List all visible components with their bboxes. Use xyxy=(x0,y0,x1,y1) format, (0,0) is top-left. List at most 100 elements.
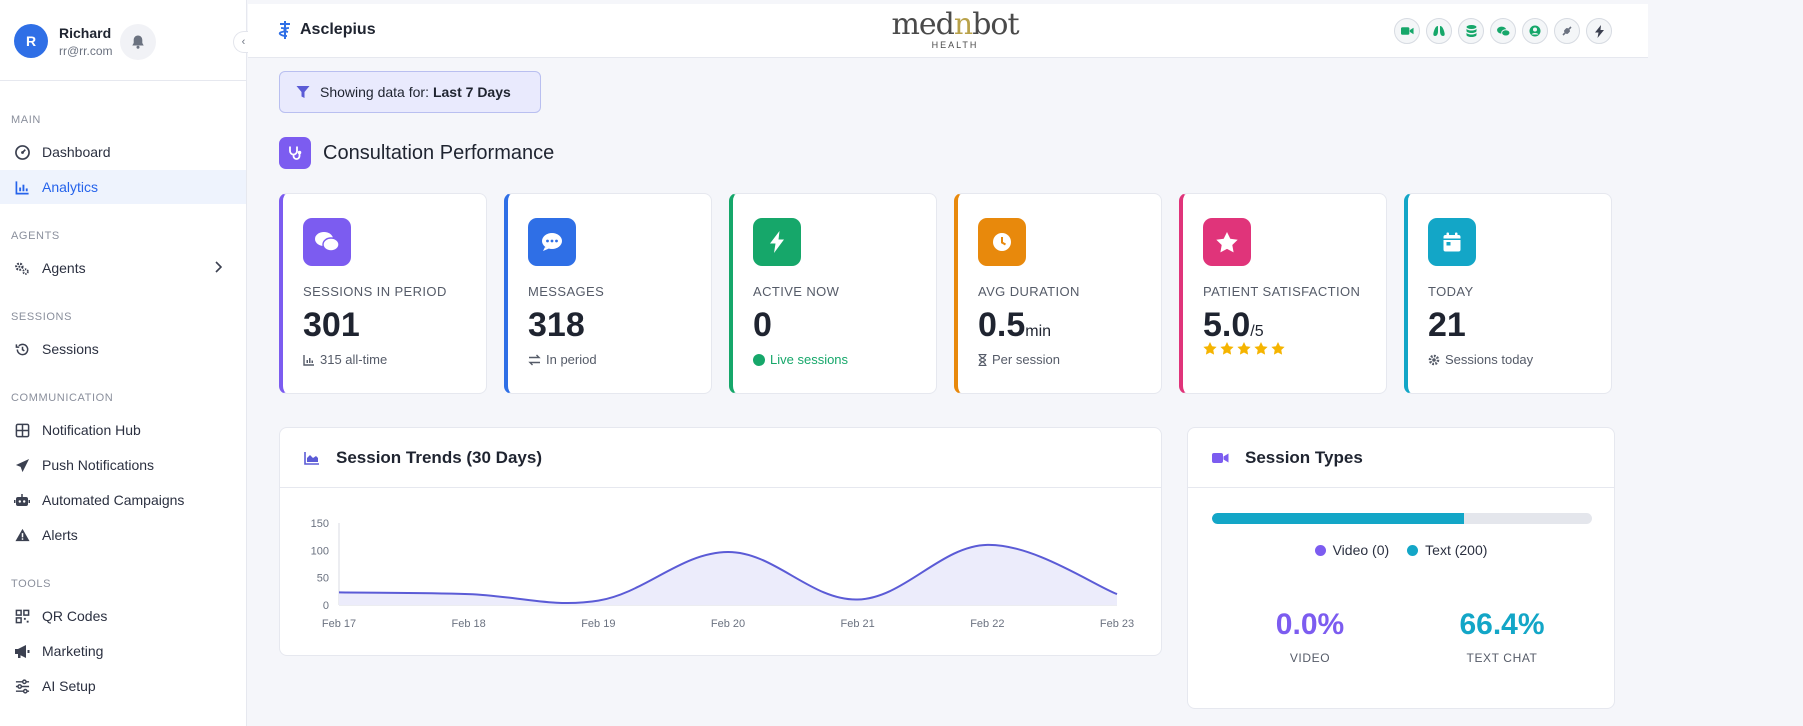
database-button[interactable] xyxy=(1458,18,1484,44)
x-tick-label: Feb 18 xyxy=(452,618,486,630)
sidebar-item-label: Dashboard xyxy=(42,144,111,160)
top-bar-actions xyxy=(1394,18,1612,44)
sidebar-item-ai-setup[interactable]: AI Setup xyxy=(0,669,246,703)
chevron-right-icon xyxy=(215,261,222,273)
stat-sub: Live sessions xyxy=(753,352,848,367)
bolt-icon xyxy=(1594,24,1604,38)
qr-icon xyxy=(14,608,30,624)
sidebar-item-label: Automated Campaigns xyxy=(42,492,185,508)
stat-value: 318 xyxy=(528,306,585,344)
warning-icon xyxy=(14,527,30,543)
sidebar-item-label: Marketing xyxy=(42,643,104,659)
stat-label: SESSIONS IN PERIOD xyxy=(303,284,447,299)
profile-button[interactable] xyxy=(1522,18,1548,44)
chevron-left-icon: ‹ xyxy=(241,36,246,48)
data-point[interactable] xyxy=(983,541,991,549)
data-point[interactable] xyxy=(1113,590,1121,598)
lungs-button[interactable] xyxy=(1426,18,1452,44)
sidebar-item-sessions[interactable]: Sessions xyxy=(0,332,246,366)
date-filter-indicator[interactable]: Showing data for: Last 7 Days xyxy=(279,71,541,113)
exchange-icon xyxy=(528,354,541,366)
stat-label: MESSAGES xyxy=(528,284,605,299)
sidebar-item-dashboard[interactable]: Dashboard xyxy=(0,135,246,169)
history-icon xyxy=(14,341,30,357)
legend-item-video: Video (0) xyxy=(1314,542,1389,558)
section-label-sessions: SESSIONS xyxy=(11,311,73,323)
video-icon xyxy=(1400,27,1414,35)
bell-icon xyxy=(132,35,144,49)
user-profile[interactable]: R Richard rr@rr.com xyxy=(14,24,234,64)
sidebar-item-push-notifications[interactable]: Push Notifications xyxy=(0,448,246,482)
logo-text-accent: n xyxy=(953,7,973,42)
caduceus-icon xyxy=(278,21,290,39)
megaphone-icon xyxy=(14,643,30,659)
connection-button[interactable] xyxy=(1554,18,1580,44)
notifications-button[interactable] xyxy=(120,24,156,60)
panel-title: Session Types xyxy=(1245,447,1363,467)
sidebar-item-label: AI Setup xyxy=(42,678,96,694)
text-percentage-label: TEXT CHAT xyxy=(1466,651,1538,665)
y-tick-label: 50 xyxy=(317,573,329,585)
sidebar-item-qr-codes[interactable]: QR Codes xyxy=(0,599,246,633)
stat-label: AVG DURATION xyxy=(978,284,1080,299)
section-label-main: MAIN xyxy=(11,114,41,126)
rating-stars xyxy=(1203,342,1285,355)
messages-button[interactable] xyxy=(1490,18,1516,44)
sidebar-item-alerts[interactable]: Alerts xyxy=(0,518,246,552)
sidebar-item-automated-campaigns[interactable]: Automated Campaigns xyxy=(0,483,246,517)
sidebar-item-agents[interactable]: Agents xyxy=(0,251,246,285)
sidebar-item-label: Sessions xyxy=(42,341,99,357)
data-point[interactable] xyxy=(465,590,473,598)
data-point[interactable] xyxy=(594,597,602,605)
stat-card-patient-satisfaction: PATIENT SATISFACTION 5.0/5 xyxy=(1179,193,1387,394)
plug-icon xyxy=(1562,26,1572,36)
data-point[interactable] xyxy=(724,548,732,556)
panel-header: Session Trends (30 Days) xyxy=(280,428,1161,488)
sidebar-item-analytics[interactable]: Analytics xyxy=(0,170,246,204)
brand[interactable]: Asclepius xyxy=(278,20,376,40)
quick-action-button[interactable] xyxy=(1586,18,1612,44)
sidebar-item-label: Agents xyxy=(42,260,86,276)
database-icon xyxy=(1466,25,1476,37)
session-trends-panel: Session Trends (30 Days) 0 50 100 150 Feb 17… xyxy=(279,427,1162,656)
stat-label: TODAY xyxy=(1428,284,1474,299)
data-point[interactable] xyxy=(854,596,862,604)
stat-card-avg-duration: AVG DURATION 0.5min Per session xyxy=(954,193,1162,394)
stat-sub: Per session xyxy=(978,352,1060,367)
video-button[interactable] xyxy=(1394,18,1420,44)
session-types-panel: Session Types Video (0) Text (200) 0.0% … xyxy=(1187,427,1615,709)
stat-card-today: TODAY 21 Sessions today xyxy=(1404,193,1612,394)
chat-bubbles-icon xyxy=(303,218,351,266)
brand-name: Asclepius xyxy=(300,21,376,38)
trend-area xyxy=(339,544,1117,605)
rating-star-icon xyxy=(1237,342,1251,355)
rating-star-icon xyxy=(1254,342,1268,355)
y-tick-label: 0 xyxy=(323,600,329,612)
sidebar-item-marketing[interactable]: Marketing xyxy=(0,634,246,668)
trend-line xyxy=(338,543,1118,605)
mednbot-logo: mednbot HEALTH xyxy=(880,7,1030,51)
gear-icon xyxy=(1428,354,1440,366)
stat-value: 0.5min xyxy=(978,306,1052,344)
sidebar-item-label: QR Codes xyxy=(42,608,108,624)
legend-item-text: Text (200) xyxy=(1407,542,1487,558)
session-types-legend: Video (0) Text (200) xyxy=(1188,542,1614,558)
sidebar-item-notification-hub[interactable]: Notification Hub xyxy=(0,413,246,447)
y-tick-label: 100 xyxy=(311,545,329,557)
top-bar: Asclepius mednbot HEALTH xyxy=(248,4,1648,58)
stat-value: 0 xyxy=(753,306,772,344)
divider xyxy=(0,80,247,81)
section-title: Consultation Performance xyxy=(323,141,555,164)
data-point[interactable] xyxy=(335,588,343,596)
session-trends-chart[interactable]: 0 50 100 150 Feb 17 Feb 18 Feb 19 Feb 20 Feb 21 F… xyxy=(280,488,1163,657)
video-percentage-label: VIDEO xyxy=(1289,651,1331,665)
gears-icon xyxy=(14,260,30,276)
section-header: Consultation Performance xyxy=(279,137,554,169)
chart-icon xyxy=(303,354,315,366)
sidebar-item-label: Alerts xyxy=(42,527,78,543)
rating-star-icon xyxy=(1220,342,1234,355)
avatar[interactable]: R xyxy=(14,24,48,58)
rating-star-icon xyxy=(1271,342,1285,355)
x-tick-label: Feb 21 xyxy=(841,618,875,630)
sidebar-item-label: Analytics xyxy=(42,179,99,195)
